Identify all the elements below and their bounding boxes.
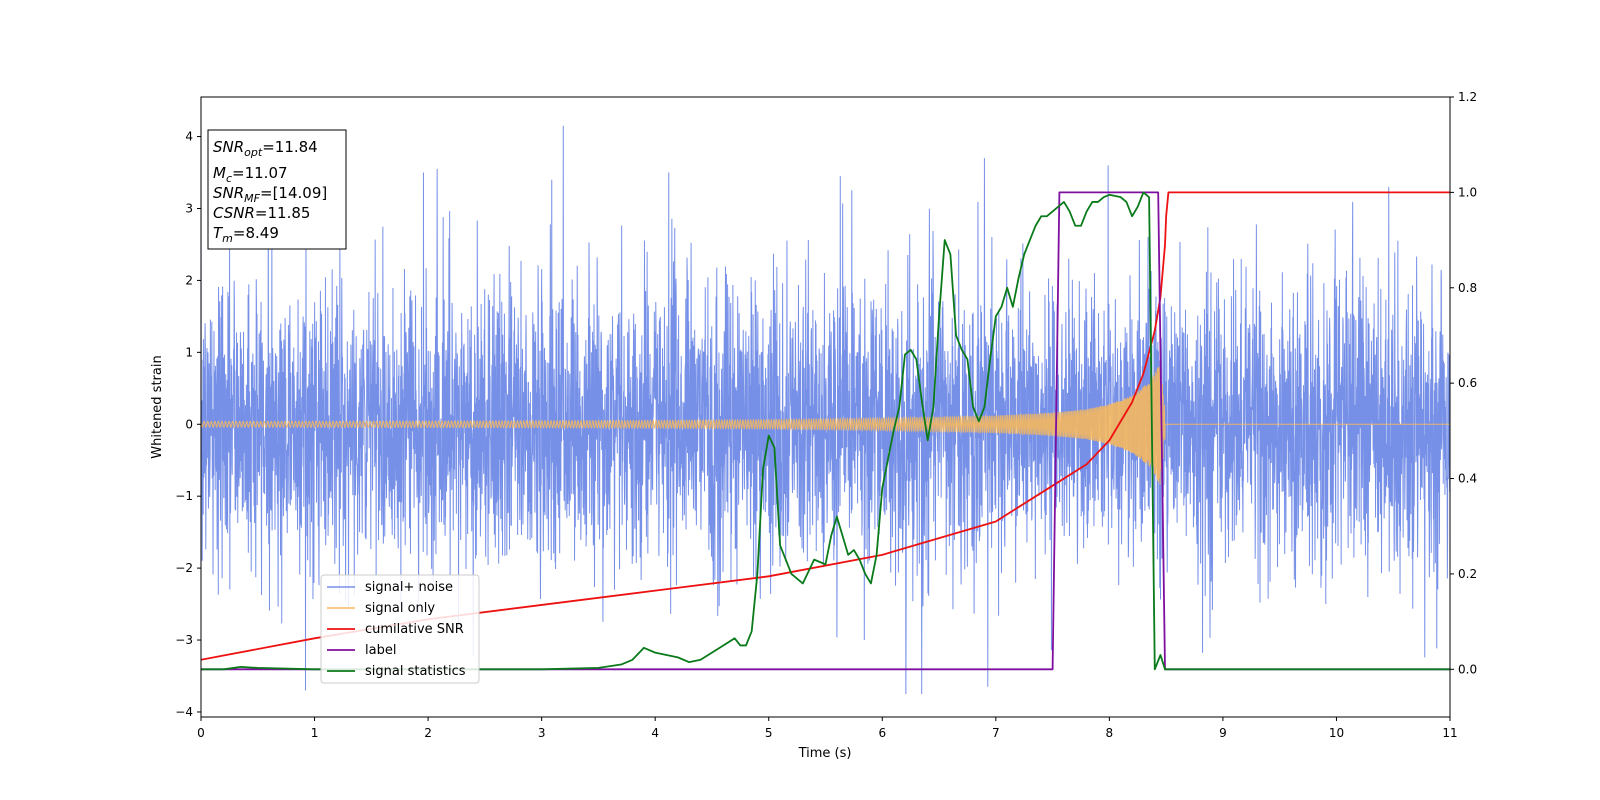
x-axis-label: Time (s) bbox=[798, 746, 852, 761]
y2-tick-label: 0.4 bbox=[1458, 472, 1477, 486]
annotation-box: SNRopt=11.84 Mc=11.07SNRMF=[14.09]CSNR=11… bbox=[207, 129, 347, 250]
y-axis-right: 0.0 0.2 0.4 0.6 0.8 1.0 1.2 bbox=[1450, 90, 1477, 676]
series-line-cumulative-snr bbox=[201, 191, 1450, 661]
legend-label: signal only bbox=[365, 601, 435, 616]
y-tick-label: −3 bbox=[175, 633, 193, 647]
legend-label: signal+ noise bbox=[365, 580, 453, 595]
y2-tick-label: 0.0 bbox=[1458, 662, 1477, 676]
legend-label: label bbox=[365, 643, 396, 658]
y-axis-label: Whitened strain bbox=[150, 355, 165, 458]
y2-tick-label: 1.0 bbox=[1458, 185, 1477, 199]
x-tick-label: 10 bbox=[1329, 726, 1344, 740]
y-tick-label: 1 bbox=[185, 345, 193, 359]
legend: signal+ noise signal only cumilative SNR la… bbox=[320, 574, 480, 684]
y-tick-label: 0 bbox=[185, 417, 193, 431]
x-tick-label: 3 bbox=[538, 726, 546, 740]
annotation-line: SNRopt=11.84 bbox=[213, 138, 318, 159]
legend-label: cumilative SNR bbox=[365, 622, 464, 637]
x-tick-label: 1 bbox=[311, 726, 319, 740]
legend-label: signal statistics bbox=[365, 664, 466, 679]
plot-frame bbox=[200, 96, 1451, 718]
x-tick-label: 4 bbox=[651, 726, 659, 740]
x-tick-label: 6 bbox=[878, 726, 886, 740]
y-axis-left: −4 −3 −2 −1 0 1 2 3 4 bbox=[175, 130, 201, 719]
y2-tick-label: 0.8 bbox=[1458, 281, 1477, 295]
y2-tick-label: 0.2 bbox=[1458, 567, 1477, 581]
annotation-frame bbox=[207, 129, 347, 250]
series-line-signal-noise bbox=[201, 122, 1450, 694]
x-tick-label: 7 bbox=[992, 726, 1000, 740]
x-tick-label: 0 bbox=[197, 726, 205, 740]
plot-content bbox=[201, 122, 1450, 694]
annotation-line: SNRMF=[14.09] bbox=[213, 184, 327, 205]
y2-tick-label: 1.2 bbox=[1458, 90, 1477, 104]
x-tick-label: 2 bbox=[424, 726, 432, 740]
annotation-line: Mc=11.07 bbox=[213, 164, 288, 185]
x-tick-label: 11 bbox=[1442, 726, 1457, 740]
annotation-line: Tm=8.49 bbox=[213, 224, 279, 245]
y-tick-label: 2 bbox=[185, 273, 193, 287]
series-line-signal-statistics bbox=[201, 191, 1450, 671]
annotation-line: CSNR=11.85 bbox=[213, 204, 310, 222]
y-tick-label: −1 bbox=[175, 489, 193, 503]
y-tick-label: 3 bbox=[185, 201, 193, 215]
x-tick-label: 9 bbox=[1219, 726, 1227, 740]
y-tick-label: −4 bbox=[175, 705, 193, 719]
series-line-signal-only bbox=[201, 366, 1450, 485]
y2-tick-label: 0.6 bbox=[1458, 376, 1477, 390]
y-tick-label: 4 bbox=[185, 130, 193, 144]
y-tick-label: −2 bbox=[175, 561, 193, 575]
x-axis: 0 1 2 3 4 5 6 7 8 9 10 11 bbox=[197, 717, 1458, 740]
x-tick-label: 8 bbox=[1106, 726, 1114, 740]
x-tick-label: 5 bbox=[765, 726, 773, 740]
legend-frame bbox=[320, 574, 480, 684]
